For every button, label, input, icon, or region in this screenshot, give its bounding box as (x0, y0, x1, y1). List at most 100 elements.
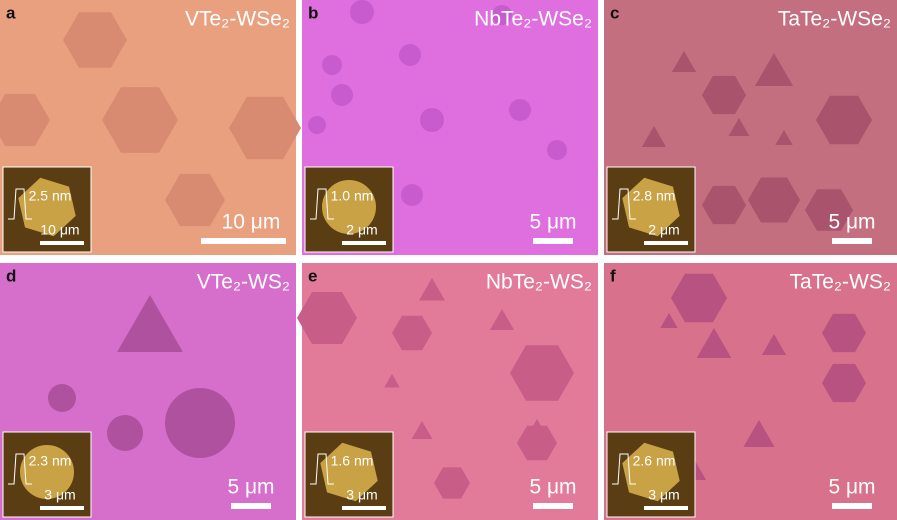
inset-scale-label: 3 μm (44, 487, 75, 503)
flake (117, 295, 183, 352)
afm-flake (622, 442, 680, 502)
scale-bar (832, 238, 872, 244)
afm-flake (320, 442, 378, 502)
flake (48, 384, 76, 412)
flake (229, 96, 301, 160)
flake (728, 118, 750, 136)
flake (748, 177, 800, 223)
inset-height-label: 2.5 nm (29, 188, 72, 204)
inset-scale-bar (342, 241, 386, 245)
inset-scale-bar (342, 506, 386, 510)
inset-height-label: 2.6 nm (633, 453, 676, 469)
flake (816, 95, 872, 145)
panel-label: c (610, 3, 619, 22)
panel-title: NbTe₂-WSe₂ (474, 8, 592, 31)
flake (510, 345, 574, 401)
panel: 2.3 nm 3 μm d VTe₂-WS₂ 5 μm (0, 263, 296, 520)
panel: 1.0 nm 2 μm b NbTe₂-WSe₂ 5 μm (302, 0, 598, 255)
flake (0, 94, 50, 146)
scale-label: 5 μm (828, 476, 875, 499)
flake (547, 140, 567, 160)
panel-label: f (610, 266, 616, 285)
scale-label: 10 μm (222, 211, 281, 234)
inset-scale-bar (40, 506, 84, 510)
flake (523, 419, 551, 443)
flake (419, 278, 445, 301)
flake (489, 309, 515, 330)
inset-scale-bar (644, 241, 688, 245)
panel-title: TaTe₂-WS₂ (790, 271, 891, 294)
flake (165, 174, 225, 226)
panel-label: d (6, 266, 16, 285)
flake (420, 108, 444, 132)
inset-scale-bar (40, 241, 84, 245)
afm-flake (20, 445, 74, 499)
panel: 2.5 nm 10 μm a VTe₂-WSe₂ 10 μm (0, 0, 301, 255)
flake (775, 130, 793, 145)
flake (492, 5, 512, 25)
panel: 2.6 nm 3 μm f TaTe₂-WS₂ 5 μm (604, 263, 897, 520)
flake (805, 189, 853, 231)
flake (401, 184, 423, 206)
flake (761, 334, 787, 355)
scale-label: 5 μm (529, 211, 576, 234)
panel-label: e (308, 266, 317, 285)
panel-title: NbTe₂-WS₂ (486, 271, 592, 294)
panel: 1.6 nm 3 μm e NbTe₂-WS₂ 5 μm (297, 263, 598, 520)
inset-scale-label: 2 μm (648, 222, 679, 238)
flake (399, 44, 421, 66)
flake (63, 12, 127, 68)
flake (331, 84, 353, 106)
flake (696, 328, 732, 358)
scale-bar (832, 503, 872, 509)
afm-flake (18, 177, 76, 237)
flake (754, 53, 794, 86)
height-profile (612, 188, 636, 220)
scale-label: 5 μm (227, 476, 274, 499)
inset-scale-label: 2 μm (346, 222, 377, 238)
inset-scale-label: 3 μm (346, 487, 377, 503)
panel-title: VTe₂-WS₂ (197, 271, 290, 294)
height-profile (8, 453, 32, 485)
flake (350, 0, 374, 24)
scale-label: 5 μm (529, 476, 576, 499)
panel-title: VTe₂-WSe₂ (185, 8, 290, 31)
scale-bar (231, 503, 271, 509)
scale-bar (533, 238, 573, 244)
flake (102, 87, 178, 153)
flake (434, 467, 470, 499)
inset-height-label: 2.3 nm (29, 453, 72, 469)
inset-scale-label: 3 μm (648, 487, 679, 503)
height-profile (612, 453, 636, 485)
flake (107, 415, 143, 451)
flake (384, 374, 400, 388)
flake (509, 99, 531, 121)
flake (308, 116, 326, 134)
flake (322, 55, 342, 75)
panel-title: TaTe₂-WSe₂ (778, 8, 891, 31)
flake (165, 388, 235, 458)
inset-height-label: 1.6 nm (331, 453, 374, 469)
panel-label: b (308, 3, 318, 22)
afm-flake (322, 180, 376, 234)
flake (392, 315, 432, 351)
height-profile (310, 453, 334, 485)
flake (702, 75, 746, 115)
flake (743, 420, 775, 447)
flake (822, 313, 866, 353)
scale-bar (201, 238, 286, 244)
flake (297, 292, 357, 344)
inset-height-label: 2.8 nm (633, 188, 676, 204)
height-profile (310, 188, 334, 220)
flake (671, 273, 727, 323)
height-profile (8, 188, 32, 220)
flake (411, 421, 433, 439)
flake (641, 126, 667, 147)
afm-flake (622, 177, 680, 237)
inset-scale-bar (644, 506, 688, 510)
flake (702, 185, 746, 225)
flake (671, 51, 697, 72)
scale-bar (533, 503, 573, 509)
